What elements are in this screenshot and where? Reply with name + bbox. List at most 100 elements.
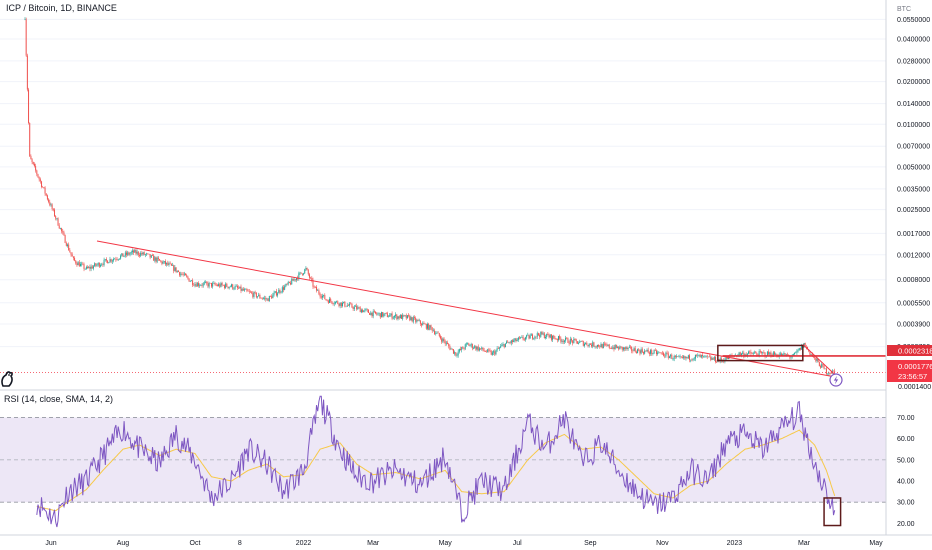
time-tick-label-11: Mar (798, 540, 811, 547)
candle-body-608 (742, 352, 744, 354)
candle-body-511 (627, 347, 629, 350)
time-axis[interactable]: Jun Aug Oct 8 2022 Mar May Jul Sep Nov 2023 Mar May (45, 540, 883, 547)
candle-body-426 (527, 334, 529, 336)
price-tick-label-10: 0.0017000 (897, 231, 930, 238)
candle-body-548 (671, 354, 673, 359)
candle-body-473 (582, 341, 584, 346)
candle-body-365 (455, 352, 457, 356)
candle-body-551 (674, 355, 676, 358)
candle-body-555 (679, 356, 681, 358)
candle-body-441 (545, 336, 547, 339)
candle-body-534 (654, 350, 656, 351)
candle-body-32 (62, 231, 64, 233)
candle-body-618 (753, 352, 755, 354)
price-tick-label-12: 0.0008000 (897, 277, 930, 284)
candle-body-253 (323, 294, 325, 296)
candle-body-643 (783, 353, 785, 354)
candle-body-336 (421, 323, 423, 326)
candle-body-483 (594, 346, 596, 348)
candle-body-50 (83, 264, 85, 269)
candle-body-364 (454, 352, 456, 354)
candle-body-613 (748, 351, 750, 354)
candle-body-148 (199, 285, 201, 287)
candle-body-420 (520, 337, 522, 338)
candle-body-226 (291, 278, 293, 285)
candle-body-13 (39, 179, 41, 182)
candle-body-605 (738, 352, 740, 355)
rsi-pane[interactable] (0, 395, 886, 528)
candle-body-153 (205, 281, 207, 283)
candle-body-215 (278, 290, 280, 294)
lightning-bolt-icon[interactable] (829, 373, 843, 387)
candle-body-490 (602, 343, 604, 349)
candle-body-60 (95, 263, 97, 266)
candle-body-515 (632, 350, 634, 352)
candle-body-204 (265, 297, 267, 300)
svg-text:23:56:57: 23:56:57 (898, 372, 927, 381)
candle-body-445 (549, 334, 551, 338)
candle-body-102 (144, 254, 146, 255)
candle-body-443 (547, 333, 549, 336)
rsi-highlight-box[interactable] (823, 497, 842, 527)
candle-body-219 (282, 287, 284, 290)
candle-body-356 (444, 341, 446, 344)
price-tick-label-1: 0.0400000 (897, 36, 930, 43)
candle-body-533 (653, 350, 655, 354)
candle-body-357 (445, 342, 447, 344)
candle-body-198 (258, 294, 260, 297)
candle-body-431 (533, 338, 535, 340)
candle-body-679 (825, 368, 827, 374)
candle-body-580 (709, 356, 711, 358)
candle-body-79 (117, 259, 119, 260)
candle-body-84 (123, 255, 125, 257)
candle-body-392 (487, 349, 489, 352)
candle-body-296 (373, 311, 375, 312)
candle-body-126 (173, 265, 175, 271)
svg-text:0.0002318: 0.0002318 (898, 347, 932, 356)
price-pane[interactable] (0, 17, 886, 378)
candle-body-455 (561, 340, 563, 342)
candle-body-174 (229, 286, 231, 288)
candle-body-502 (617, 346, 619, 348)
trendline-short[interactable] (802, 343, 836, 375)
candle-body-575 (703, 355, 705, 357)
candle-body-180 (236, 285, 238, 288)
candle-body-537 (658, 352, 660, 354)
candle-body-333 (417, 320, 419, 321)
candle-body-260 (331, 301, 333, 304)
candle-body-133 (181, 273, 183, 275)
candle-body-685 (833, 370, 835, 372)
candle-body-263 (334, 301, 336, 304)
candle-body-470 (579, 341, 581, 344)
candle-body-585 (714, 356, 716, 362)
candle-body-510 (626, 347, 628, 350)
candle-body-2 (26, 55, 28, 90)
candle-body-482 (593, 342, 595, 347)
rsi-tick-label-5: 20.00 (897, 521, 915, 528)
candle-body-137 (186, 275, 188, 277)
candle-body-37 (68, 244, 70, 251)
candle-body-304 (383, 314, 385, 317)
candle-body-141 (190, 280, 192, 282)
candle-body-188 (246, 289, 248, 291)
candle-body-30 (59, 228, 61, 229)
candle-body-371 (462, 347, 464, 349)
rsi-indicator-title[interactable]: RSI (14, close, SMA, 14, 2) (4, 394, 114, 404)
consolidation-box[interactable] (717, 344, 804, 362)
candle-body-185 (242, 288, 244, 291)
price-axis[interactable]: 0.0550000 0.0400000 0.0280000 0.0200000 0.01… (897, 17, 930, 351)
candle-body-539 (660, 352, 662, 354)
candle-body-57 (91, 266, 93, 269)
candle-body-181 (238, 287, 240, 289)
rsi-axis[interactable]: 70.00 60.00 50.00 40.00 30.00 20.00 (897, 415, 915, 528)
candle-body-571 (698, 354, 700, 356)
candle-body-214 (277, 293, 279, 296)
trendline-main[interactable] (96, 240, 835, 378)
rsi-tick-label-2: 50.00 (897, 457, 915, 464)
candle-body-277 (351, 303, 353, 308)
candle-body-567 (693, 358, 695, 360)
price-tick-label-6: 0.0070000 (897, 144, 930, 151)
price-axis-unit: BTC (897, 6, 911, 13)
candle-body-252 (321, 295, 323, 298)
